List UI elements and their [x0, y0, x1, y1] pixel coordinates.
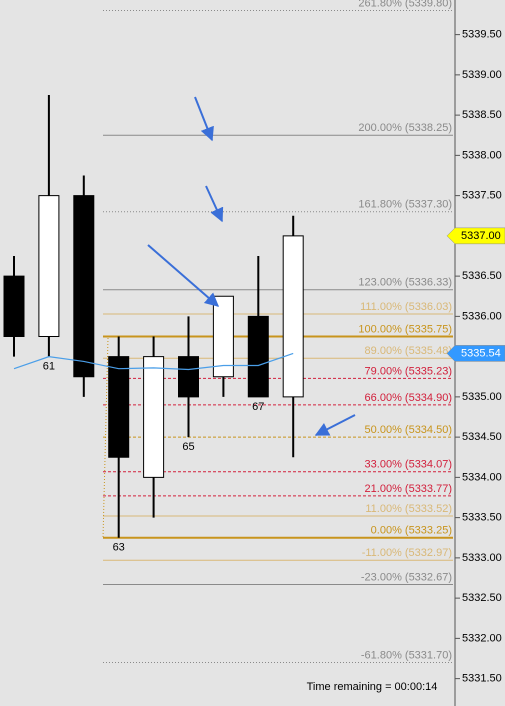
- candle-body: [143, 356, 165, 478]
- arrows: [147, 96, 356, 436]
- fib-label: 79.00% (5335.23): [365, 365, 452, 377]
- fib-label: 11.00% (5333.52): [365, 503, 452, 515]
- arrow: [205, 185, 224, 223]
- y-tick-label: 5337.50: [462, 190, 502, 202]
- y-tick-label: 5336.50: [462, 270, 502, 282]
- candle-body: [247, 315, 269, 398]
- price-markers: 5337.00 5335.54: [446, 227, 505, 362]
- y-tick-label: 5338.50: [462, 109, 502, 121]
- fib-anchor-line: [102, 337, 109, 539]
- y-tick-label: 5336.00: [462, 310, 502, 322]
- candle-body: [3, 275, 25, 337]
- fib-label: -61.80% (5331.70): [361, 649, 452, 661]
- y-tick-label: 5331.50: [462, 673, 502, 685]
- candle-label: 63: [113, 542, 125, 554]
- candle-body: [73, 195, 95, 378]
- fib-label: 161.80% (5337.30): [358, 199, 452, 211]
- price-marker-label: 5335.54: [461, 347, 501, 359]
- fib-label: 123.00% (5336.33): [358, 277, 452, 289]
- candle-label: 67: [252, 401, 264, 413]
- arrow: [314, 414, 356, 436]
- price-marker: [446, 227, 505, 245]
- candle-body: [212, 295, 234, 378]
- candle-body: [38, 195, 60, 337]
- fib-label: 21.00% (5333.77): [365, 483, 452, 495]
- y-tick-label: 5339.50: [462, 29, 502, 41]
- fib-label: -23.00% (5332.67): [361, 571, 452, 583]
- y-tick-label: 5339.00: [462, 69, 502, 81]
- y-tick-label: 5332.00: [462, 632, 502, 644]
- arrow: [147, 244, 220, 307]
- fib-levels: 261.80% (5339.80) 200.00% (5338.25) 161.80…: [103, 0, 453, 664]
- candles: 61 63 65 67: [3, 94, 304, 554]
- status-text: Time remaining = 00:00:14: [307, 681, 438, 693]
- fib-label: 0.00% (5333.25): [371, 525, 452, 537]
- fib-label: 111.00% (5336.03): [360, 301, 452, 313]
- fib-label: 261.80% (5339.80): [358, 0, 452, 9]
- fib-label: 100.00% (5335.75): [358, 323, 452, 335]
- fib-label: 50.00% (5334.50): [365, 424, 452, 436]
- fib-label: -11.00% (5332.97): [362, 547, 452, 559]
- price-marker: [446, 345, 505, 362]
- y-axis: 5331.50 5332.00 5332.50 5333.00 5333.50 5334.…: [455, 29, 502, 685]
- y-tick-label: 5333.00: [462, 552, 502, 564]
- y-tick-label: 5334.00: [462, 471, 502, 483]
- price-marker-label: 5337.00: [461, 230, 501, 242]
- candle-body: [178, 356, 199, 398]
- candle-label: 65: [182, 441, 194, 453]
- fib-label: 66.00% (5334.90): [365, 392, 452, 404]
- fib-label: 33.00% (5334.07): [365, 459, 452, 471]
- arrow: [194, 96, 214, 142]
- candle-body: [108, 356, 130, 458]
- candle-label: 61: [43, 361, 55, 373]
- y-tick-label: 5334.50: [462, 431, 502, 443]
- y-tick-label: 5332.50: [462, 592, 502, 604]
- y-tick-label: 5335.00: [462, 391, 502, 403]
- y-tick-label: 5333.50: [462, 512, 502, 524]
- candle-body: [282, 235, 304, 398]
- fib-label: 200.00% (5338.25): [358, 122, 452, 134]
- y-tick-label: 5338.00: [462, 149, 502, 161]
- moving-average: [13, 352, 294, 371]
- fib-label: 89.00% (5335.48): [365, 345, 452, 357]
